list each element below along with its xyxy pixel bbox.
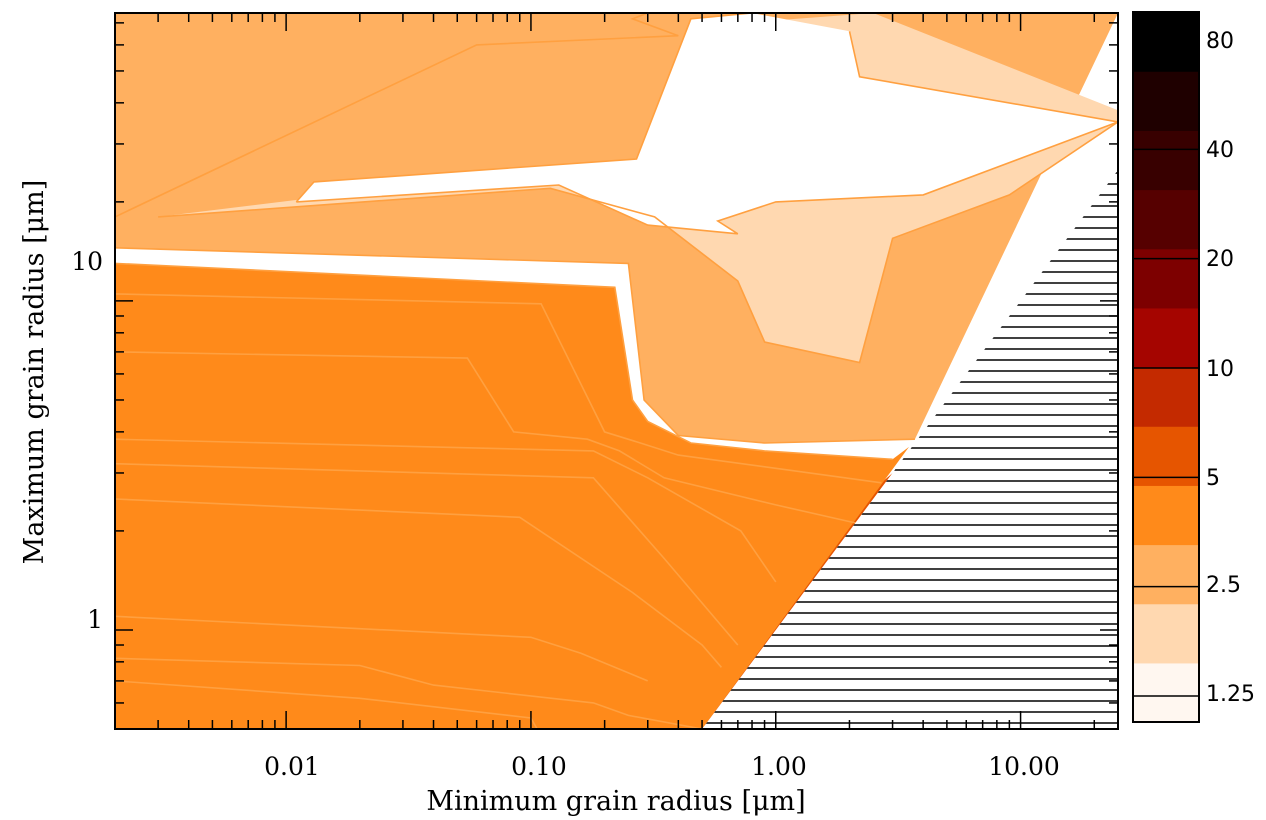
contour-line-2 [115, 615, 649, 682]
contour-line-10 [115, 13, 679, 218]
contour-line-5 [115, 438, 777, 583]
contour-lines [115, 13, 1118, 729]
contour-line-12 [295, 13, 753, 203]
contour-line-1 [115, 657, 703, 729]
y-tick-label-1: 10 [71, 247, 103, 276]
colorbar-level-lines [1133, 39, 1199, 697]
colorbar [1132, 11, 1200, 723]
x-tick-label-3: 10.00 [988, 752, 1060, 781]
colorbar-label-40: 40 [1206, 138, 1234, 163]
colorbar-band-5 [1133, 367, 1199, 427]
axis-ticks [114, 13, 1118, 730]
colorbar-label-5: 5 [1206, 466, 1220, 491]
colorbar-label-2-5: 2.5 [1206, 573, 1241, 598]
contour-line-8 [115, 262, 893, 461]
colorbar-band-8 [1133, 189, 1199, 250]
colorbar-label-10: 10 [1206, 357, 1234, 382]
colorbar-label-20: 20 [1206, 247, 1234, 272]
colorbar-band-4 [1133, 426, 1199, 486]
colorbar-label-80: 80 [1206, 29, 1234, 54]
x-tick-label-2: 1.00 [751, 752, 807, 781]
plot-frame [114, 12, 1119, 730]
colorbar-band-2 [1133, 544, 1199, 605]
contour-line-0 [115, 680, 538, 729]
colorbar-band-3 [1133, 485, 1199, 546]
colorbar-band-0 [1133, 662, 1199, 723]
colorbar-band-10 [1133, 71, 1199, 131]
colorbar-band-1 [1133, 603, 1199, 664]
colorbar-frame [1132, 11, 1200, 723]
contour-line-3 [115, 498, 723, 668]
y-axis-title: Maximum grain radius [μm] [19, 180, 50, 565]
contour-line-6 [115, 351, 860, 525]
contour-regions [115, 13, 1118, 729]
contour-line-7 [115, 293, 882, 484]
colorbar-label-1-25: 1.25 [1206, 682, 1255, 707]
contour-region-level-1 [296, 13, 1118, 234]
x-tick-label-0: 0.01 [264, 752, 320, 781]
x-axis-title: Minimum grain radius [μm] [426, 786, 805, 817]
y-tick-label-0: 1 [87, 605, 103, 634]
colorbar-band-11 [1133, 12, 1199, 72]
colorbar-band-6 [1133, 307, 1199, 368]
contour-line-14 [848, 31, 1118, 123]
contour-line-11 [158, 121, 1118, 364]
colorbar-bands [1133, 12, 1199, 723]
contour-line-13 [296, 121, 1118, 235]
x-tick-label-1: 0.10 [511, 752, 567, 781]
contour-line-4 [115, 462, 739, 646]
contour-line-9 [115, 247, 915, 444]
colorbar-band-9 [1133, 130, 1199, 191]
colorbar-band-7 [1133, 248, 1199, 309]
